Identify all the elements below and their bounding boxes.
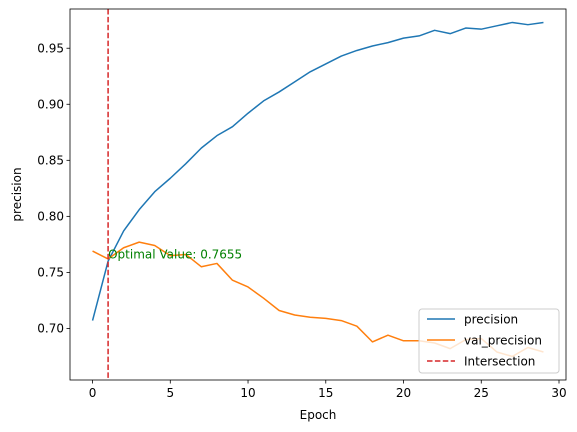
y-axis-ticks: 0.70 0.75 0.80 0.85 0.90 0.95 <box>37 42 70 336</box>
x-axis-ticks: 0 5 10 15 20 25 30 <box>89 380 567 400</box>
x-tick-label: 25 <box>474 386 489 400</box>
legend-label-val-precision: val_precision <box>464 333 542 347</box>
y-axis-label: precision <box>10 167 24 221</box>
legend-label-precision: precision <box>464 312 518 326</box>
y-tick-label: 0.75 <box>37 266 64 280</box>
x-tick-label: 20 <box>396 386 411 400</box>
x-tick-label: 10 <box>240 386 255 400</box>
x-tick-label: 15 <box>318 386 333 400</box>
legend-box <box>418 308 560 374</box>
y-tick-label: 0.90 <box>37 98 64 112</box>
series-line-precision <box>91 21 544 321</box>
plot-frame <box>69 8 567 381</box>
legend-label-intersection: Intersection <box>464 354 535 368</box>
y-tick-label: 0.85 <box>37 154 64 168</box>
legend: precision val_precision Intersection <box>418 308 560 374</box>
x-tick-label: 30 <box>551 386 566 400</box>
x-tick-label: 0 <box>89 386 97 400</box>
x-tick-label: 5 <box>166 386 174 400</box>
y-tick-label: 0.80 <box>37 210 64 224</box>
x-axis-label: Epoch <box>300 408 337 422</box>
optimal-value-annotation: Optimal Value: 0.7655 <box>108 248 242 262</box>
y-tick-label: 0.95 <box>37 42 64 56</box>
y-tick-label: 0.70 <box>37 322 64 336</box>
